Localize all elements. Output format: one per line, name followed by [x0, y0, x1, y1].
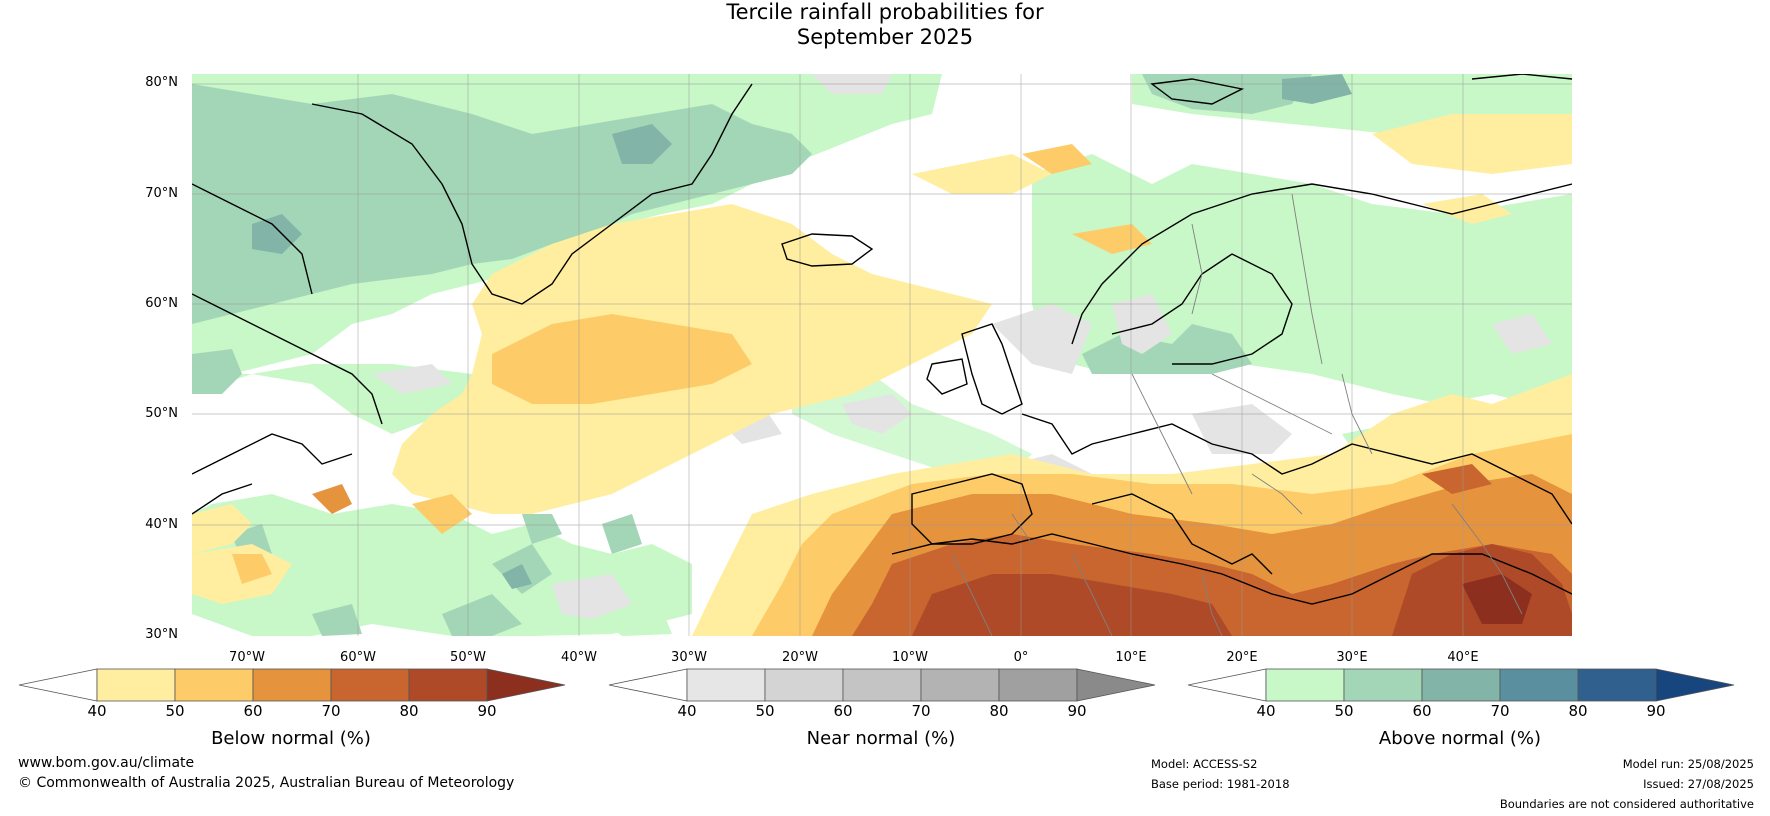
lon-label-30e: 30°E	[1336, 650, 1368, 665]
lon-label-40w: 40°W	[561, 650, 597, 665]
lat-label-60n: 60°N	[145, 296, 178, 311]
lon-label-20w: 20°W	[782, 650, 818, 665]
above-normal-tick-60: 60	[1412, 702, 1432, 720]
title-line-2: September 2025	[796, 25, 974, 49]
above-normal-tick-70: 70	[1490, 702, 1510, 720]
above-normal-lower-extend	[1187, 668, 1267, 702]
below-normal-segment-50-60	[174, 668, 254, 702]
lon-label-40e: 40°E	[1447, 650, 1479, 665]
above-normal-segment-80-90	[1577, 668, 1657, 702]
lon-label-50w: 50°W	[450, 650, 486, 665]
near-normal-tick-40: 40	[677, 702, 697, 720]
title-line-1: Tercile rainfall probabilities for	[726, 0, 1044, 24]
lat-label-50n: 50°N	[145, 406, 178, 421]
below-normal-deep	[912, 544, 1572, 636]
map-svg	[192, 74, 1572, 636]
near-normal-segment-80-90	[998, 668, 1078, 702]
near-normal-tick-80: 80	[989, 702, 1009, 720]
near-normal-segment-60-70	[842, 668, 922, 702]
above-normal-segment-50-60	[1343, 668, 1423, 702]
below-normal-upper-extend	[486, 668, 566, 702]
lon-label-20e: 20°E	[1226, 650, 1258, 665]
model-text: Model: ACCESS-S2	[1151, 757, 1258, 771]
below-normal-segment-60-70	[252, 668, 332, 702]
below-normal-lower-extend	[18, 668, 98, 702]
below-normal-tick-50: 50	[165, 702, 185, 720]
lon-label-10w: 10°W	[892, 650, 928, 665]
lat-label-80n: 80°N	[145, 75, 178, 90]
map-gridlines	[192, 74, 1572, 636]
country-borders	[951, 193, 1523, 636]
near-normal-segment-70-80	[920, 668, 1000, 702]
lat-label-40n: 40°N	[145, 517, 178, 532]
above-normal-tick-80: 80	[1568, 702, 1588, 720]
lon-label-70w: 70°W	[229, 650, 265, 665]
copyright-text: © Commonwealth of Australia 2025, Austra…	[18, 775, 515, 791]
near-normal-tick-70: 70	[911, 702, 931, 720]
near-normal-lower-extend	[608, 668, 688, 702]
above-normal-dark	[252, 74, 1352, 589]
near-normal-caption: Near normal (%)	[806, 728, 956, 749]
below-normal-tick-40: 40	[87, 702, 107, 720]
above-normal-tick-90: 90	[1646, 702, 1666, 720]
below-normal-segment-80-90	[408, 668, 488, 702]
map-title: Tercile rainfall probabilities for Septe…	[0, 0, 1770, 50]
lat-label-30n: 30°N	[145, 627, 178, 642]
rainfall-probability-map	[192, 74, 1572, 636]
below-normal-segment-70-80	[330, 668, 410, 702]
near-normal-upper-extend	[1076, 668, 1156, 702]
model-run-text: Model run: 25/08/2025	[1622, 757, 1754, 771]
near-normal-colorbar	[608, 668, 1156, 702]
lon-label-60w: 60°W	[340, 650, 376, 665]
above-normal-segment-70-80	[1499, 668, 1579, 702]
above-normal-tick-40: 40	[1256, 702, 1276, 720]
lon-label-10e: 10°E	[1115, 650, 1147, 665]
below-normal-tick-70: 70	[321, 702, 341, 720]
below-normal-tick-60: 60	[243, 702, 263, 720]
near-normal-segment-50-60	[764, 668, 844, 702]
lon-label-30w: 30°W	[671, 650, 707, 665]
website-text: www.bom.gov.au/climate	[18, 755, 195, 771]
above-normal-caption: Above normal (%)	[1378, 728, 1542, 749]
lat-label-70n: 70°N	[145, 186, 178, 201]
base-period-text: Base period: 1981-2018	[1151, 777, 1290, 791]
below-normal-tick-90: 90	[477, 702, 497, 720]
coastlines	[192, 74, 1572, 605]
below-normal-caption: Below normal (%)	[211, 728, 371, 749]
near-normal-tick-60: 60	[833, 702, 853, 720]
below-normal-segment-40-50	[96, 668, 176, 702]
below-normal-tick-80: 80	[399, 702, 419, 720]
below-normal-colorbar	[18, 668, 566, 702]
near-normal-segment-40-50	[686, 668, 766, 702]
above-normal-upper-extend	[1655, 668, 1735, 702]
near-normal-tick-90: 90	[1067, 702, 1087, 720]
near-normal-tick-50: 50	[755, 702, 775, 720]
above-normal-tick-50: 50	[1334, 702, 1354, 720]
above-normal-segment-40-50	[1265, 668, 1345, 702]
boundaries-disclaimer: Boundaries are not considered authoritat…	[1499, 797, 1754, 811]
lon-label-0: 0°	[1013, 650, 1029, 665]
above-normal-segment-60-70	[1421, 668, 1501, 702]
issued-text: Issued: 27/08/2025	[1643, 777, 1754, 791]
above-normal-colorbar	[1187, 668, 1735, 702]
